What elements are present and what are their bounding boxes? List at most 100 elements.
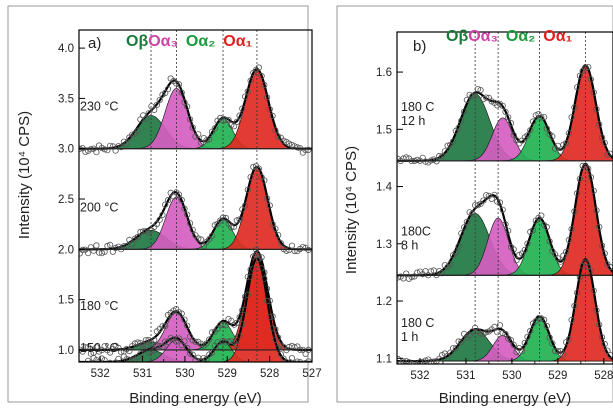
data-point: [571, 104, 578, 111]
data-point: [403, 270, 410, 277]
data-point: [491, 191, 498, 198]
data-point: [222, 117, 229, 124]
data-point: [494, 329, 501, 336]
panel-frame: [336, 5, 613, 403]
data-point: [236, 332, 243, 339]
data-point: [447, 261, 454, 268]
data-point: [153, 342, 160, 349]
component-legend: OβOα₃ Oα₂ Oα₁: [446, 28, 573, 45]
data-point: [90, 247, 97, 254]
data-point: [225, 116, 232, 124]
data-point: [244, 186, 251, 193]
y-tick-label: 1.5: [376, 124, 392, 136]
data-point: [162, 338, 169, 345]
data-point: [601, 139, 608, 146]
x-tick-label: 529: [548, 370, 567, 382]
data-point: [471, 202, 479, 209]
legend-entry: Oα₃: [468, 28, 498, 45]
data-point: [228, 337, 235, 345]
data-point: [483, 94, 490, 101]
data-point: [195, 235, 202, 242]
data-point: [438, 270, 446, 277]
data-point: [502, 221, 509, 228]
data-point: [126, 347, 133, 355]
x-axis-label: Binding energy (eV): [129, 390, 262, 407]
data-point: [397, 355, 401, 363]
data-point: [499, 102, 506, 109]
data-point: [287, 361, 291, 362]
data-point: [574, 84, 581, 91]
data-point: [156, 216, 163, 223]
data-point: [576, 175, 584, 182]
data-point: [585, 64, 592, 71]
data-point: [494, 198, 501, 205]
data-point: [288, 242, 295, 249]
panel-a: 532 531 530 529 528 527 1.0 1.5 2.0 2.5 3.0 3.5 4.0 B…: [7, 5, 322, 407]
data-point: [601, 340, 608, 348]
data-point: [247, 273, 254, 280]
data-point: [529, 118, 537, 125]
data-point: [151, 336, 158, 344]
data-point: [208, 329, 216, 336]
data-point: [272, 225, 279, 232]
data-point: [79, 348, 86, 355]
data-point: [604, 151, 611, 158]
data-point: [247, 174, 254, 181]
data-point: [576, 72, 584, 79]
legend-entry: Oβ: [126, 33, 148, 50]
data-point: [496, 199, 503, 206]
data-point: [250, 265, 257, 272]
data-point: [263, 94, 271, 101]
data-point: [302, 147, 309, 154]
data-point: [427, 268, 435, 275]
data-point: [181, 338, 188, 345]
data-point: [460, 108, 468, 115]
data-point: [283, 359, 290, 362]
data-point: [242, 202, 249, 209]
y-tick-label: 1.4: [376, 182, 393, 194]
data-point: [554, 347, 562, 355]
data-point: [178, 310, 185, 317]
y-tick-label: 3.0: [58, 144, 74, 156]
spectrum-label-line2: 12 h: [401, 114, 425, 128]
data-point: [510, 132, 517, 139]
data-point: [200, 354, 207, 362]
data-point: [449, 345, 457, 352]
data-point: [192, 338, 199, 345]
data-point: [521, 339, 528, 347]
data-point: [455, 338, 462, 345]
data-point: [604, 347, 611, 354]
legend-entry: Oα₂: [506, 28, 535, 45]
data-point: [549, 133, 556, 140]
data-point: [455, 243, 462, 250]
data-point: [107, 241, 114, 248]
data-point: [543, 322, 550, 330]
data-point: [101, 357, 108, 362]
data-point: [85, 250, 92, 257]
data-point: [142, 343, 149, 350]
data-point: [110, 363, 115, 368]
data-point: [408, 361, 415, 364]
data-point: [568, 114, 575, 121]
data-point: [543, 223, 550, 231]
data-point: [574, 289, 581, 296]
data-point: [502, 330, 509, 338]
spectrum-label: 180C: [401, 224, 431, 238]
data-point: [159, 323, 166, 330]
x-tick-label: 532: [410, 370, 429, 382]
data-point: [88, 360, 94, 362]
data-point: [186, 116, 194, 123]
data-point: [164, 86, 172, 93]
data-point: [115, 344, 122, 351]
data-point: [538, 114, 545, 121]
data-point: [123, 140, 130, 147]
x-tick-label: 531: [133, 368, 152, 380]
y-axis-label: Intensity (10⁴ CPS): [343, 146, 360, 274]
data-point: [283, 247, 290, 254]
panel-label: a): [88, 35, 101, 52]
data-point: [81, 361, 84, 362]
data-point: [590, 187, 597, 194]
data-point: [208, 232, 216, 239]
data-point: [255, 255, 262, 262]
data-point: [565, 236, 573, 243]
